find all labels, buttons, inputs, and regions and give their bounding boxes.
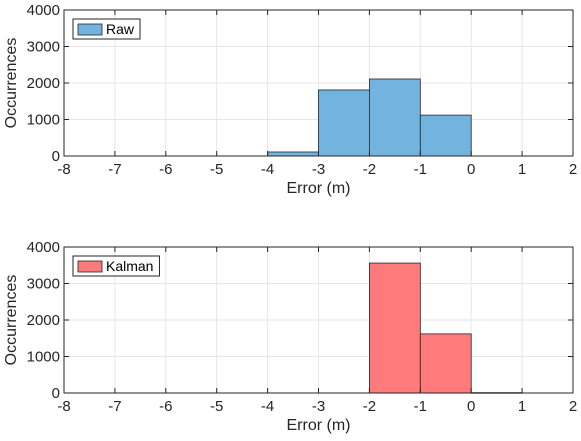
x-tick-label: -5 [210,161,223,178]
y-tick-label: 1000 [27,349,60,366]
y-tick-label: 2000 [27,75,60,92]
x-tick-label: -4 [261,161,274,178]
x-tick-label: 0 [467,161,475,178]
legend-label: Raw [106,21,135,37]
y-tick-label: 1000 [27,112,60,129]
y-tick-label: 4000 [27,239,60,256]
x-tick-label: -7 [108,398,121,415]
legend-label: Kalman [106,258,153,274]
x-tick-label: -3 [312,161,325,178]
y-tick-label: 2000 [27,312,60,329]
x-tick-label: -2 [363,398,376,415]
histogram-bar [267,151,319,157]
x-tick-label: -7 [108,161,121,178]
y-tick-label: 3000 [27,276,60,293]
x-tick-label: -1 [414,161,427,178]
histogram-panel-1: -8 -7 -6 -5 -4 -3 -2 -1 0 1 2 0 1000 2000 3000 4000 Erro… [3,2,577,197]
legend: Kalman [72,255,160,277]
x-tick-label: -8 [57,161,70,178]
y-tick-label: 0 [52,385,60,402]
x-tick-label: 2 [569,161,577,178]
x-tick-label: 2 [569,398,577,415]
histogram-bar [368,262,421,394]
x-tick-label: 1 [518,398,526,415]
histogram-bar [419,333,472,394]
x-tick-label: -1 [414,398,427,415]
x-tick-label: -6 [159,398,172,415]
x-tick-label: -4 [261,398,274,415]
y-tick-label: 3000 [27,39,60,56]
x-tick-label: -6 [159,161,172,178]
x-tick-label: -5 [210,398,223,415]
x-axis-label: Error (m) [287,417,351,434]
x-tick-label: -2 [363,161,376,178]
y-axis-label: Occurrences [3,38,20,129]
x-tick-label: -3 [312,398,325,415]
histogram-bar [318,89,370,157]
histogram-panel-2: -8 -7 -6 -5 -4 -3 -2 -1 0 1 2 0 1000 2000 3000 4000 Erro… [3,239,577,434]
x-tick-label: -8 [57,398,70,415]
y-tick-label: 4000 [27,2,60,19]
legend-swatch [77,260,103,273]
histogram-bar [419,114,472,157]
x-tick-label: 0 [467,398,475,415]
x-tick-label: 1 [518,161,526,178]
y-axis-label: Occurrences [3,275,20,366]
y-tick-label: 0 [52,148,60,165]
legend: Raw [72,18,141,40]
histogram-bar [368,78,421,157]
legend-swatch [77,23,103,36]
x-axis-label: Error (m) [287,180,351,197]
